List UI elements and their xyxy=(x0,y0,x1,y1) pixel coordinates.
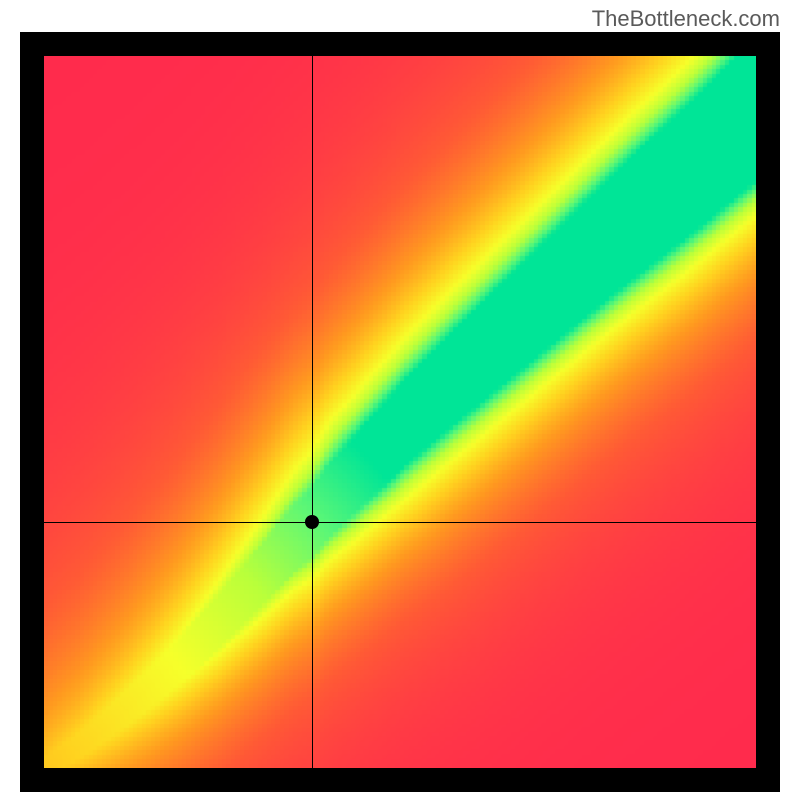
frame-left xyxy=(20,32,44,792)
chart-container: { "watermark": { "text": "TheBottleneck.… xyxy=(0,0,800,800)
crosshair-horizontal xyxy=(44,522,756,523)
frame-top xyxy=(20,32,780,56)
frame-bottom xyxy=(20,768,780,792)
heatmap-plot xyxy=(44,56,756,768)
watermark-text: TheBottleneck.com xyxy=(592,6,780,32)
crosshair-vertical xyxy=(312,56,313,768)
data-point-marker xyxy=(305,515,319,529)
frame-right xyxy=(756,32,780,792)
heatmap-canvas xyxy=(44,56,756,768)
